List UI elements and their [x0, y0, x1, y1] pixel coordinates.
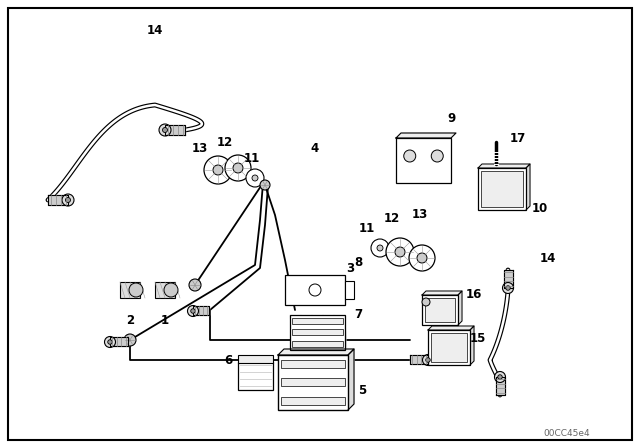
Polygon shape [48, 195, 68, 205]
Circle shape [204, 156, 232, 184]
Text: 6: 6 [224, 353, 232, 366]
Circle shape [108, 340, 112, 344]
Polygon shape [165, 125, 185, 135]
Bar [281, 397, 345, 405]
Circle shape [309, 284, 321, 296]
Circle shape [498, 375, 502, 379]
Circle shape [495, 371, 506, 383]
Polygon shape [410, 356, 428, 365]
Bar [481, 171, 523, 207]
Bar [396, 138, 451, 183]
Bar [292, 341, 343, 347]
Circle shape [426, 358, 430, 362]
Circle shape [377, 245, 383, 251]
Bar [238, 355, 273, 363]
Text: 11: 11 [359, 221, 375, 234]
Text: 12: 12 [384, 211, 400, 224]
Circle shape [124, 334, 136, 346]
Text: 17: 17 [510, 132, 526, 145]
Polygon shape [396, 133, 456, 138]
Text: 15: 15 [470, 332, 486, 345]
Bar [281, 360, 345, 368]
Text: 14: 14 [540, 251, 556, 264]
Text: 11: 11 [244, 151, 260, 164]
Polygon shape [428, 326, 474, 330]
Bar [425, 298, 455, 322]
Text: 9: 9 [448, 112, 456, 125]
Polygon shape [278, 349, 354, 355]
Circle shape [189, 279, 201, 291]
Text: 2: 2 [126, 314, 134, 327]
Bar [290, 315, 345, 350]
Polygon shape [478, 164, 530, 168]
Circle shape [164, 283, 178, 297]
Text: 3: 3 [346, 262, 354, 275]
Polygon shape [458, 291, 462, 325]
Text: 1: 1 [161, 314, 169, 327]
Bar [345, 281, 354, 299]
Circle shape [65, 198, 70, 202]
Polygon shape [504, 270, 513, 288]
Circle shape [422, 298, 430, 306]
Polygon shape [526, 164, 530, 210]
Circle shape [188, 306, 198, 316]
Circle shape [395, 247, 405, 257]
Bar [155, 282, 175, 298]
Bar [120, 282, 140, 298]
Text: 7: 7 [354, 309, 362, 322]
Polygon shape [470, 326, 474, 365]
Bar [281, 379, 345, 387]
Polygon shape [495, 377, 504, 395]
Text: 5: 5 [358, 383, 366, 396]
Circle shape [191, 309, 195, 313]
Bar [292, 318, 343, 324]
Circle shape [163, 128, 168, 133]
Circle shape [129, 283, 143, 297]
Polygon shape [348, 349, 354, 410]
Circle shape [260, 180, 270, 190]
Text: 16: 16 [466, 289, 482, 302]
Text: 14: 14 [147, 23, 163, 36]
Circle shape [159, 124, 171, 136]
Bar [422, 295, 458, 325]
Bar [431, 333, 467, 362]
Text: 13: 13 [412, 208, 428, 221]
Circle shape [371, 239, 389, 257]
Circle shape [104, 336, 115, 348]
Circle shape [252, 175, 258, 181]
Bar [428, 330, 470, 365]
Text: 13: 13 [192, 142, 208, 155]
Circle shape [422, 354, 433, 366]
Bar [238, 362, 273, 390]
Circle shape [502, 283, 513, 293]
Bar [285, 275, 345, 305]
Circle shape [246, 169, 264, 187]
Bar [478, 168, 526, 210]
Circle shape [225, 155, 251, 181]
Circle shape [431, 150, 444, 162]
Circle shape [233, 163, 243, 173]
Circle shape [409, 245, 435, 271]
Polygon shape [193, 306, 209, 315]
Text: 00CC45e4: 00CC45e4 [544, 428, 590, 438]
Text: 10: 10 [532, 202, 548, 215]
Text: 12: 12 [217, 137, 233, 150]
Circle shape [417, 253, 427, 263]
Polygon shape [110, 337, 128, 346]
Circle shape [404, 150, 416, 162]
Polygon shape [422, 291, 462, 295]
Bar [278, 355, 348, 410]
Text: 8: 8 [354, 255, 362, 268]
Bar [292, 329, 343, 336]
Circle shape [213, 165, 223, 175]
Circle shape [506, 286, 510, 290]
Circle shape [386, 238, 414, 266]
Circle shape [62, 194, 74, 206]
Text: 4: 4 [311, 142, 319, 155]
